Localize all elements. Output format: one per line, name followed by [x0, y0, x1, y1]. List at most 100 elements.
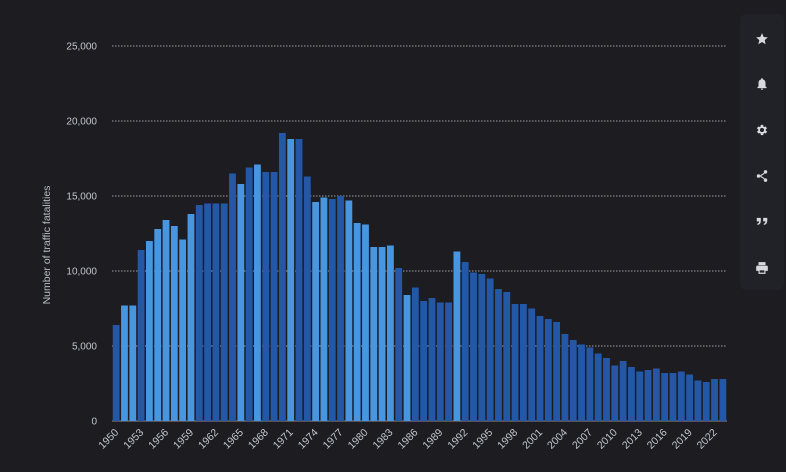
bar-1958[interactable] [179, 239, 187, 422]
bar-2008[interactable] [594, 353, 602, 422]
bar-2018[interactable] [677, 371, 685, 422]
x-tick-label: 1968 [246, 427, 271, 452]
bar-1951[interactable] [121, 305, 128, 422]
x-tick-label: 2001 [520, 427, 545, 452]
x-tick-label: 1956 [146, 427, 171, 452]
bar-1954[interactable] [145, 241, 153, 421]
bar-2017[interactable] [669, 373, 677, 421]
x-tick-label: 1977 [321, 427, 346, 452]
bar-2022[interactable] [711, 379, 718, 421]
bar-1998[interactable] [511, 304, 519, 421]
bar-1956[interactable] [162, 220, 170, 421]
bar-1962[interactable] [212, 203, 220, 422]
bar-1953[interactable] [137, 250, 145, 421]
x-tick-label: 2019 [670, 427, 695, 452]
bar-1973[interactable] [303, 176, 311, 422]
bar-1972[interactable] [295, 139, 303, 421]
bar-1981[interactable] [370, 247, 378, 421]
bar-1993[interactable] [470, 272, 477, 422]
bar-1996[interactable] [495, 289, 502, 421]
toolbar-panel [740, 14, 784, 290]
bar-1997[interactable] [503, 292, 511, 421]
bar-2006[interactable] [578, 344, 585, 422]
print-button[interactable] [740, 250, 784, 286]
x-tick-label: 1995 [470, 427, 495, 452]
bar-1968[interactable] [262, 172, 270, 421]
bar-1989[interactable] [436, 302, 444, 422]
cite-button[interactable] [740, 204, 784, 240]
bar-2005[interactable] [569, 340, 577, 421]
settings-button[interactable] [740, 112, 784, 148]
x-tick-label: 1962 [196, 427, 221, 452]
x-tick-label: 2013 [620, 427, 645, 452]
bar-2009[interactable] [603, 358, 610, 421]
bar-1969[interactable] [270, 172, 278, 421]
share-icon [756, 170, 768, 182]
bar-2020[interactable] [694, 380, 702, 422]
star-icon [756, 33, 768, 45]
bar-2003[interactable] [553, 322, 561, 421]
bar-1985[interactable] [403, 295, 411, 421]
bar-1970[interactable] [278, 133, 286, 421]
quote-icon [756, 217, 768, 225]
share-button[interactable] [740, 158, 784, 194]
bar-1952[interactable] [129, 305, 137, 422]
bar-1990[interactable] [445, 302, 452, 422]
bar-2002[interactable] [544, 319, 552, 421]
bar-1974[interactable] [312, 202, 320, 421]
bar-2014[interactable] [644, 370, 652, 421]
favorite-button[interactable] [740, 21, 784, 57]
bar-2015[interactable] [652, 368, 660, 422]
bar-1964[interactable] [229, 173, 236, 422]
bar-1980[interactable] [362, 224, 369, 422]
bar-1957[interactable] [170, 226, 178, 421]
x-tick-label: 1989 [420, 427, 445, 452]
bar-1988[interactable] [428, 298, 436, 421]
bar-1983[interactable] [387, 245, 394, 422]
bar-1977[interactable] [337, 196, 344, 421]
x-tick-label: 2007 [570, 427, 595, 452]
bar-1950[interactable] [112, 325, 120, 421]
bar-1991[interactable] [453, 251, 461, 422]
x-tick-label: 1983 [371, 427, 396, 452]
bar-1976[interactable] [328, 199, 336, 421]
bar-1992[interactable] [461, 262, 469, 421]
bar-2001[interactable] [536, 316, 544, 421]
bar-1994[interactable] [478, 274, 486, 421]
bar-1959[interactable] [187, 214, 195, 421]
y-tick-labels: 0 5,000 10,000 15,000 20,000 25,000 [66, 42, 97, 428]
bar-2011[interactable] [619, 361, 627, 421]
bar-2007[interactable] [586, 347, 594, 422]
bar-1984[interactable] [395, 268, 403, 421]
bar-1987[interactable] [420, 301, 428, 421]
bar-2021[interactable] [702, 382, 710, 421]
bar-1965[interactable] [237, 184, 245, 421]
bar-1975[interactable] [320, 197, 328, 422]
bar-2004[interactable] [561, 334, 569, 421]
bar-2012[interactable] [628, 367, 635, 421]
bar-1982[interactable] [378, 247, 386, 421]
bar-1995[interactable] [486, 278, 494, 422]
bar-2010[interactable] [611, 365, 619, 422]
bar-2019[interactable] [686, 374, 693, 422]
bar-1999[interactable] [519, 304, 527, 421]
notification-button[interactable] [740, 66, 784, 102]
bar-1963[interactable] [220, 203, 228, 422]
bar-1961[interactable] [204, 203, 211, 422]
bar-1978[interactable] [345, 200, 353, 422]
bar-1979[interactable] [353, 223, 361, 421]
bar-2013[interactable] [636, 371, 644, 422]
bar-2023[interactable] [719, 379, 727, 421]
bar-1960[interactable] [195, 205, 203, 421]
x-tick-label: 1959 [171, 427, 196, 452]
bar-1955[interactable] [154, 229, 162, 421]
bar-2000[interactable] [528, 308, 536, 422]
y-axis-label: Number of traffic fatalities [41, 186, 53, 305]
bar-2016[interactable] [661, 373, 669, 421]
bar-1971[interactable] [287, 139, 295, 421]
y-tick-label: 15,000 [66, 192, 97, 203]
bar-1967[interactable] [254, 164, 261, 422]
bar-1986[interactable] [411, 287, 419, 422]
bar-1966[interactable] [245, 167, 253, 422]
